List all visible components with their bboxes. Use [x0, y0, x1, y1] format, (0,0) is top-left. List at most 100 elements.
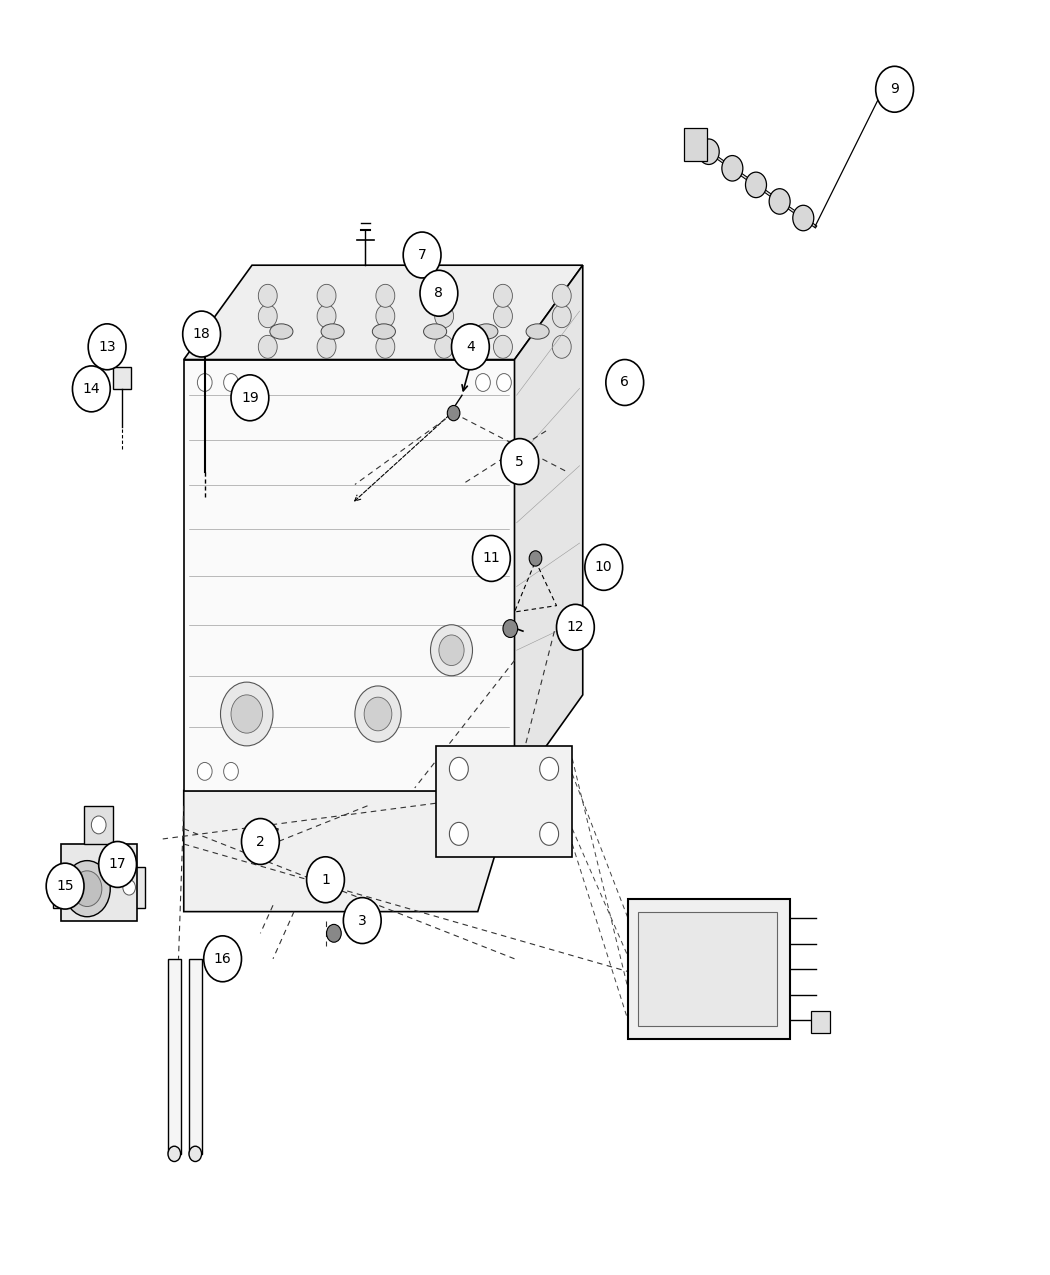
Text: 2: 2	[256, 835, 265, 848]
Text: 1: 1	[321, 873, 330, 886]
Circle shape	[552, 335, 571, 358]
Circle shape	[197, 762, 212, 780]
Circle shape	[698, 139, 719, 164]
Ellipse shape	[526, 324, 549, 339]
Text: 17: 17	[109, 858, 126, 871]
Circle shape	[317, 305, 336, 328]
Circle shape	[585, 544, 623, 590]
Circle shape	[476, 374, 490, 391]
Text: 9: 9	[890, 83, 899, 96]
Circle shape	[88, 324, 126, 370]
Circle shape	[497, 762, 511, 780]
Circle shape	[439, 635, 464, 666]
Text: 13: 13	[99, 340, 116, 353]
Circle shape	[494, 335, 512, 358]
Polygon shape	[184, 360, 514, 790]
Circle shape	[435, 335, 454, 358]
Circle shape	[494, 305, 512, 328]
Circle shape	[355, 686, 401, 742]
Polygon shape	[113, 367, 131, 389]
FancyBboxPatch shape	[436, 746, 572, 857]
Polygon shape	[84, 806, 113, 844]
Text: 15: 15	[57, 880, 74, 892]
Polygon shape	[514, 265, 583, 790]
Circle shape	[183, 311, 220, 357]
Polygon shape	[247, 829, 278, 848]
Circle shape	[204, 936, 242, 982]
Circle shape	[430, 625, 473, 676]
Text: 6: 6	[621, 376, 629, 389]
Polygon shape	[685, 129, 708, 162]
Text: 19: 19	[242, 391, 258, 404]
Circle shape	[123, 880, 135, 895]
Circle shape	[420, 270, 458, 316]
FancyBboxPatch shape	[638, 912, 777, 1026]
Circle shape	[99, 842, 136, 887]
Circle shape	[447, 405, 460, 421]
Circle shape	[258, 284, 277, 307]
Circle shape	[876, 66, 914, 112]
Circle shape	[364, 697, 392, 731]
Circle shape	[497, 374, 511, 391]
Polygon shape	[184, 265, 583, 360]
Circle shape	[307, 857, 344, 903]
Circle shape	[224, 762, 238, 780]
Ellipse shape	[475, 324, 498, 339]
Circle shape	[472, 536, 510, 581]
Polygon shape	[61, 844, 136, 921]
Text: 16: 16	[214, 952, 231, 965]
Text: 7: 7	[418, 249, 426, 261]
Text: 11: 11	[483, 552, 500, 565]
Polygon shape	[811, 1011, 830, 1033]
Circle shape	[231, 375, 269, 421]
Text: 12: 12	[567, 621, 584, 634]
Ellipse shape	[373, 324, 396, 339]
Polygon shape	[184, 790, 514, 912]
Circle shape	[501, 439, 539, 484]
Circle shape	[503, 620, 518, 638]
Circle shape	[376, 335, 395, 358]
Text: 8: 8	[435, 287, 443, 300]
Circle shape	[317, 284, 336, 307]
Text: 18: 18	[193, 328, 210, 340]
Text: 3: 3	[358, 914, 366, 927]
Circle shape	[64, 861, 110, 917]
Circle shape	[327, 924, 341, 942]
FancyBboxPatch shape	[628, 899, 790, 1039]
Circle shape	[258, 335, 277, 358]
Circle shape	[449, 757, 468, 780]
Circle shape	[770, 189, 791, 214]
Circle shape	[343, 898, 381, 944]
Polygon shape	[168, 959, 181, 1154]
Ellipse shape	[321, 324, 344, 339]
Circle shape	[552, 284, 571, 307]
Circle shape	[529, 551, 542, 566]
Circle shape	[317, 335, 336, 358]
Circle shape	[494, 284, 512, 307]
Circle shape	[452, 324, 489, 370]
Circle shape	[258, 305, 277, 328]
Circle shape	[197, 374, 212, 391]
Ellipse shape	[270, 324, 293, 339]
Text: 5: 5	[516, 455, 524, 468]
Circle shape	[46, 863, 84, 909]
Circle shape	[220, 682, 273, 746]
Circle shape	[376, 284, 395, 307]
Circle shape	[476, 762, 490, 780]
Circle shape	[242, 819, 279, 864]
Circle shape	[376, 305, 395, 328]
Text: 4: 4	[466, 340, 475, 353]
Circle shape	[231, 695, 262, 733]
Circle shape	[72, 871, 102, 907]
Circle shape	[435, 305, 454, 328]
Circle shape	[540, 757, 559, 780]
Polygon shape	[189, 959, 202, 1154]
Circle shape	[540, 822, 559, 845]
Circle shape	[435, 284, 454, 307]
Polygon shape	[52, 867, 145, 908]
Circle shape	[449, 822, 468, 845]
Circle shape	[91, 816, 106, 834]
Circle shape	[60, 880, 72, 895]
Circle shape	[72, 366, 110, 412]
Ellipse shape	[423, 324, 446, 339]
